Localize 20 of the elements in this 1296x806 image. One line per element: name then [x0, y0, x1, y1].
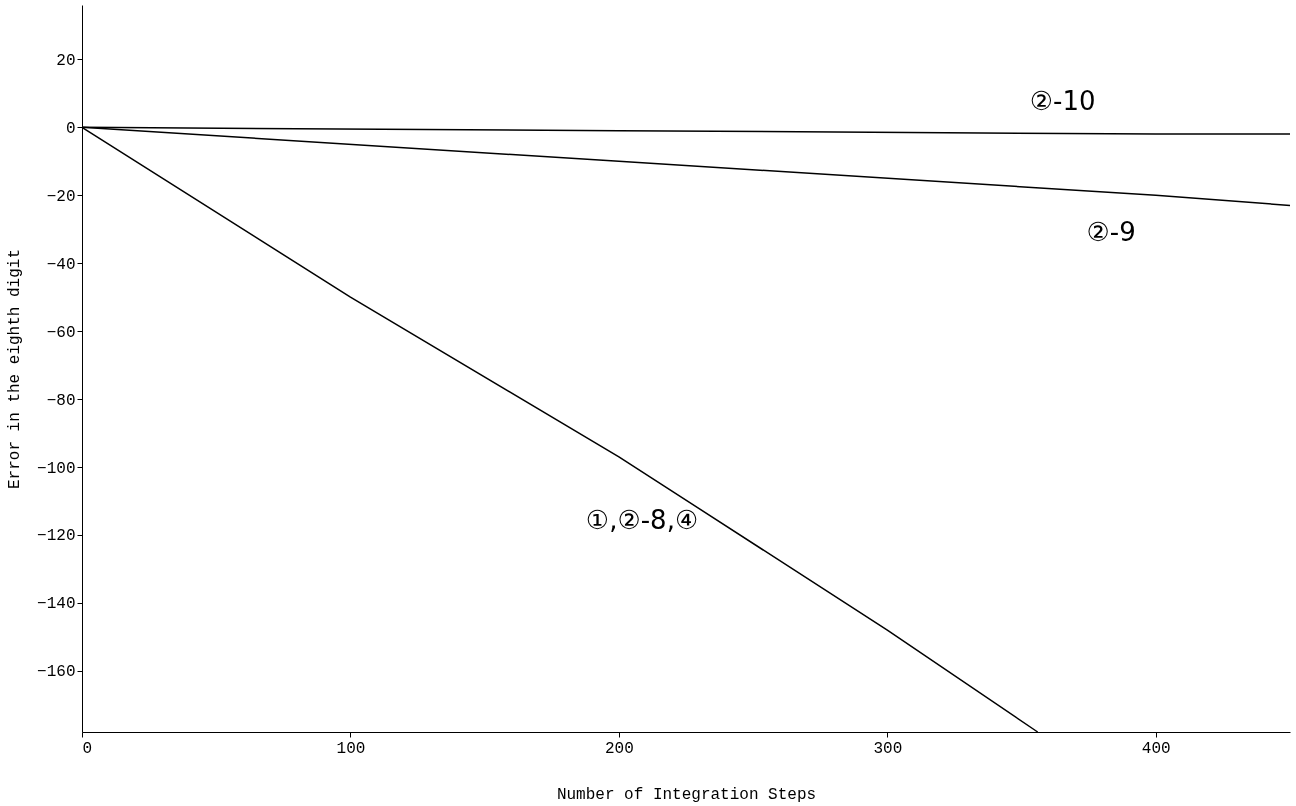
annotation: ②-10: [1029, 86, 1096, 117]
x-tick-label: 400: [1141, 739, 1171, 758]
y-tick-label: 20: [56, 51, 76, 70]
x-tick-label: 200: [604, 739, 634, 758]
y-tick-label: −100: [37, 459, 76, 478]
x-axis-title: Number of Integration Steps: [556, 785, 817, 804]
y-tick-label: −120: [37, 527, 76, 546]
y-axis-title: Error in the eighth digit: [6, 248, 25, 490]
x-tick-label: 0: [82, 739, 93, 758]
y-tick-label: −60: [46, 323, 76, 342]
annotation: ②-9: [1086, 217, 1136, 248]
x-tick-label: 300: [873, 739, 903, 758]
y-tick-label: 0: [65, 119, 76, 138]
annotation: ①,②-8,④: [585, 505, 699, 536]
y-tick-label: −40: [46, 255, 76, 274]
y-tick-label: −140: [37, 595, 76, 614]
x-tick-label: 100: [336, 739, 366, 758]
y-tick-label: −80: [46, 391, 76, 410]
y-tick-label: −160: [37, 663, 76, 682]
y-tick-label: −20: [46, 187, 76, 206]
